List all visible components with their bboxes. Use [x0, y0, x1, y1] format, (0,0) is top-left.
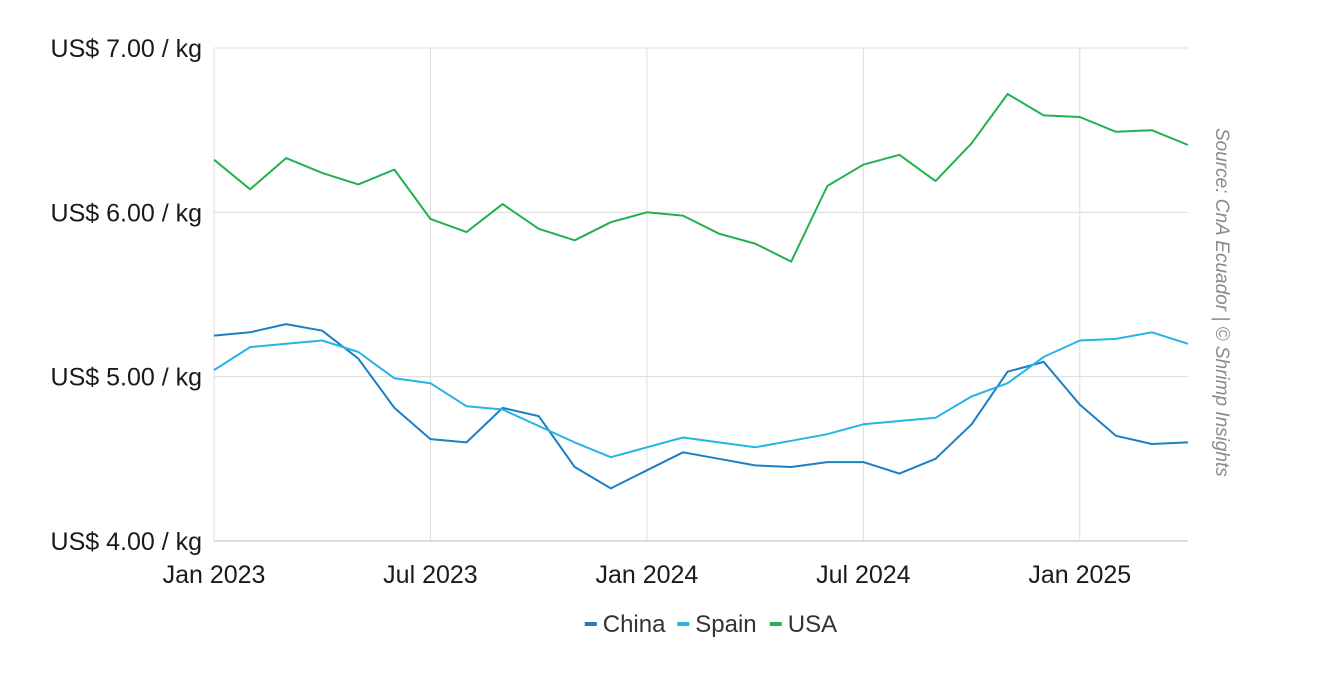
legend-item-china[interactable]: China	[584, 611, 666, 638]
legend: China Spain USA	[584, 611, 837, 638]
legend-swatch	[769, 622, 782, 626]
legend-label: Spain	[695, 611, 756, 638]
y-tick-label: US$ 4.00 / kg	[51, 528, 202, 556]
x-tick-label: Jul 2024	[816, 561, 911, 589]
source-note: Source: CnA Ecuador | © Shrimp Insights	[1211, 128, 1232, 477]
series-line-usa	[213, 93, 1189, 263]
series-line-spain	[213, 331, 1189, 459]
legend-swatch	[677, 622, 690, 626]
y-tick-label: US$ 6.00 / kg	[51, 199, 202, 227]
x-tick-label: Jan 2025	[1028, 561, 1131, 589]
grid-lines	[213, 47, 1188, 542]
legend-item-spain[interactable]: Spain	[677, 611, 757, 638]
x-tick-label: Jan 2023	[163, 561, 266, 589]
legend-label: China	[603, 611, 666, 638]
y-tick-label: US$ 5.00 / kg	[51, 364, 202, 392]
x-tick-label: Jan 2024	[595, 561, 698, 589]
y-axis-ticks: US$ 4.00 / kg US$ 5.00 / kg US$ 6.00 / kg U…	[51, 35, 202, 556]
legend-item-usa[interactable]: USA	[769, 611, 837, 638]
series-lines	[213, 93, 1189, 490]
series-line-china	[213, 323, 1189, 490]
legend-label: USA	[788, 611, 837, 638]
y-tick-label: US$ 7.00 / kg	[51, 35, 202, 63]
x-axis-ticks: Jan 2023 Jul 2023 Jan 2024 Jul 2024 Jan 2025	[163, 561, 1132, 589]
x-tick-label: Jul 2023	[383, 561, 478, 589]
legend-swatch	[584, 622, 597, 626]
